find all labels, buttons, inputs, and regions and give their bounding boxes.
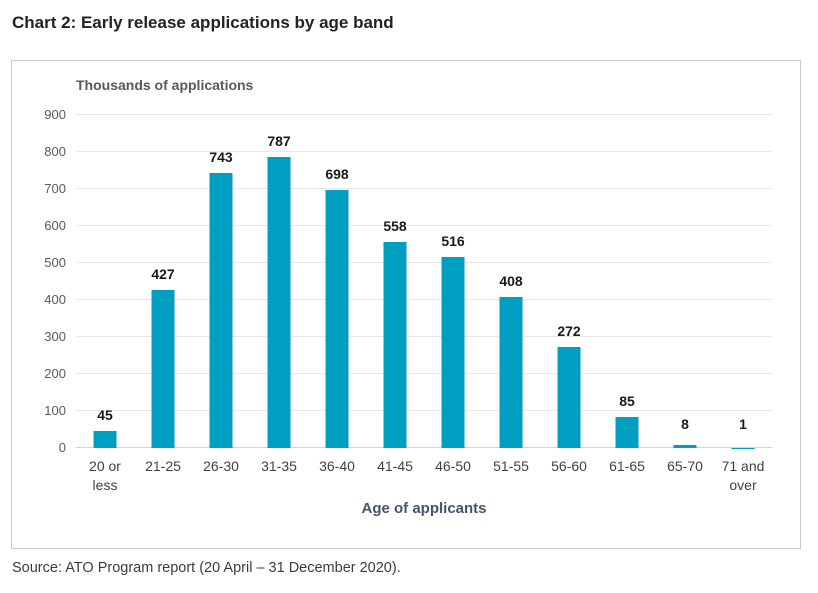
bar [558,347,581,448]
bar-value-label: 272 [540,323,598,339]
x-tick-label: 20 or less [76,457,134,495]
bar [384,242,407,448]
x-tick-label: 65-70 [656,457,714,495]
bar-value-label: 743 [192,149,250,165]
y-axis-title: Thousands of applications [76,77,253,97]
bar-value-label: 45 [76,407,134,423]
y-axis-spacer [24,77,76,97]
source-note: Source: ATO Program report (20 April – 3… [12,560,401,576]
x-tick-label: 36-40 [308,457,366,495]
x-tick-label: 51-55 [482,457,540,495]
bar-value-label: 427 [134,266,192,282]
y-tick-label: 100 [44,402,66,420]
bar [500,297,523,448]
bar-column: 408 [482,115,540,448]
bar-column: 558 [366,115,424,448]
y-tick-label: 700 [44,180,66,198]
chart-container: Thousands of applications 0 100 200 300 400 5… [11,60,801,549]
bar-column: 1 [714,115,772,448]
y-tick-label: 200 [44,365,66,383]
bar-value-label: 8 [656,416,714,432]
bar-column: 743 [192,115,250,448]
page-title: Chart 2: Early release applications by a… [12,12,818,34]
y-tick-label: 0 [59,439,66,457]
x-tick-label: 71 and over [714,457,772,495]
bar-value-label: 85 [598,393,656,409]
bar [94,431,117,448]
x-tick-label: 31-35 [250,457,308,495]
y-tick-label: 800 [44,143,66,161]
y-tick-label: 300 [44,328,66,346]
bar [442,257,465,448]
x-tick-label: 61-65 [598,457,656,495]
y-tick-label: 500 [44,254,66,272]
bar [326,190,349,448]
x-tick-label: 46-50 [424,457,482,495]
x-tick-label: 41-45 [366,457,424,495]
x-tick-label: 26-30 [192,457,250,495]
bar-column: 427 [134,115,192,448]
y-axis-title-row: Thousands of applications [24,77,772,97]
x-tick-label: 21-25 [134,457,192,495]
bar-value-label: 408 [482,273,540,289]
bar-column: 85 [598,115,656,448]
bar-column: 272 [540,115,598,448]
bar-column: 45 [76,115,134,448]
x-axis-title-row: Age of applicants [24,500,772,517]
page: Chart 2: Early release applications by a… [0,12,818,34]
y-axis-spacer [24,500,76,517]
x-axis-title: Age of applicants [76,500,772,517]
y-axis-spacer [24,457,76,495]
bar-value-label: 558 [366,218,424,234]
bar-value-label: 1 [714,416,772,432]
y-tick-label: 900 [44,106,66,124]
x-tick-label: 56-60 [540,457,598,495]
bar [674,445,697,448]
bar-column: 787 [250,115,308,448]
bar [152,290,175,448]
y-tick-label: 600 [44,217,66,235]
bar [210,173,233,448]
y-tick-label: 400 [44,291,66,309]
bar-value-label: 787 [250,133,308,149]
bar-value-label: 516 [424,233,482,249]
bar [268,157,291,448]
bar-column: 698 [308,115,366,448]
bar-column: 8 [656,115,714,448]
bar-column: 516 [424,115,482,448]
bar [616,417,639,448]
bar-value-label: 698 [308,166,366,182]
